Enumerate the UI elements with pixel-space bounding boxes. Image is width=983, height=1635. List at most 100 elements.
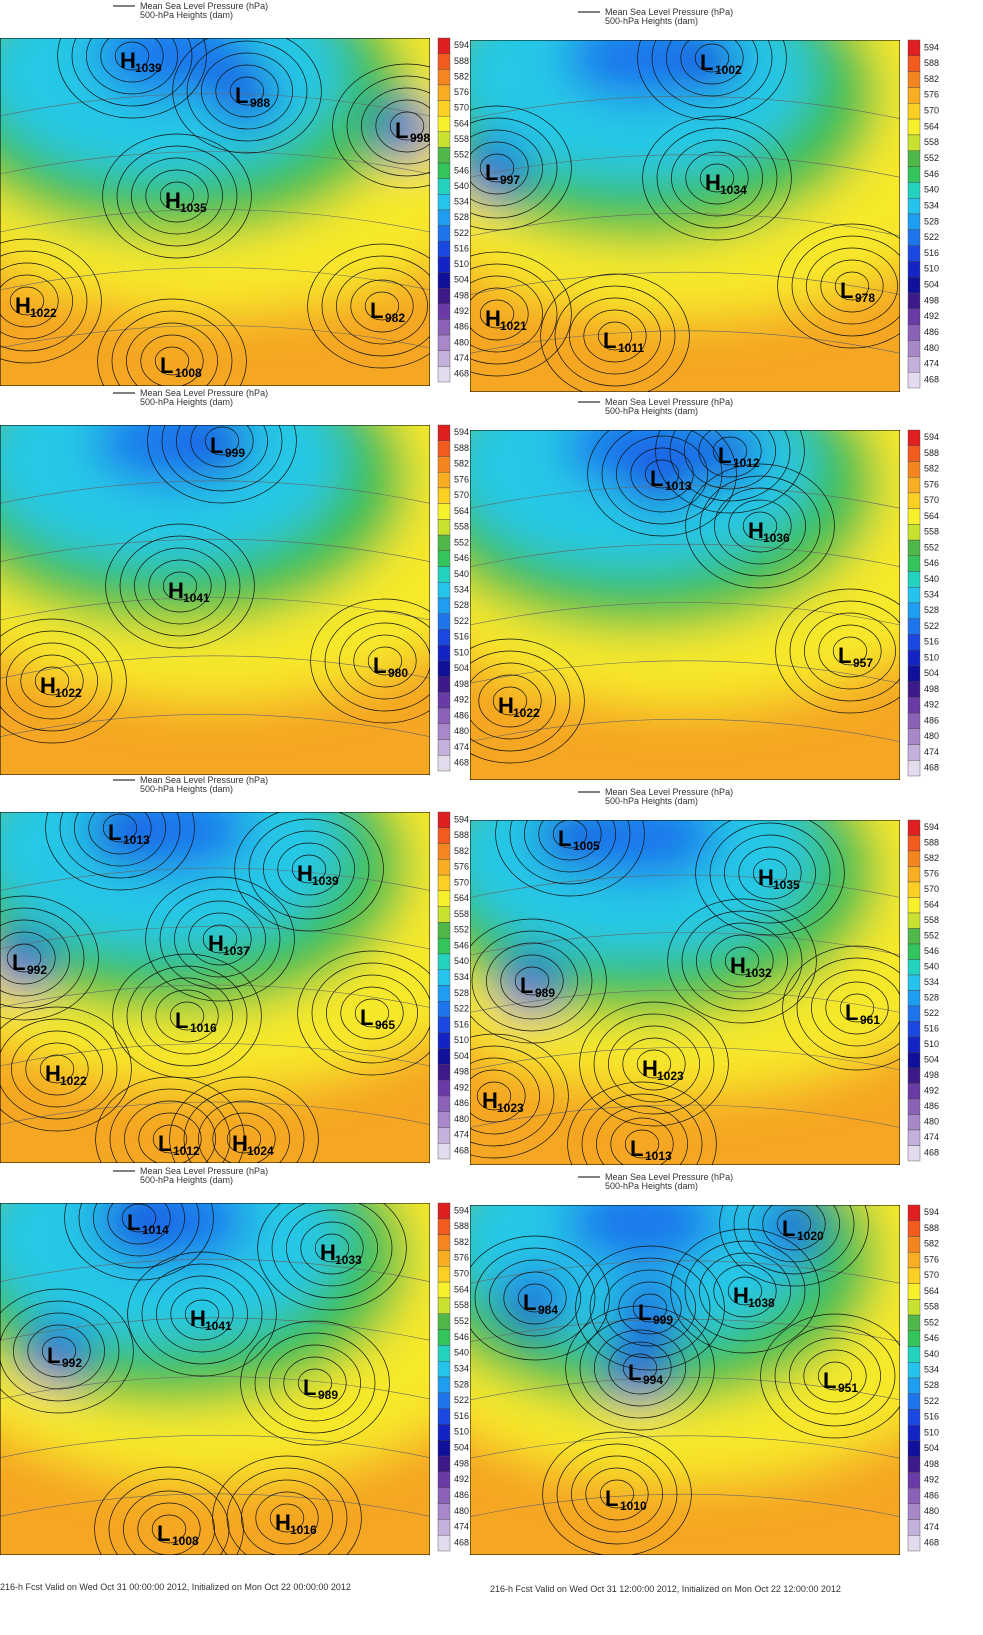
colorbar-cell [908,356,920,372]
colorbar-label: 480 [454,1114,469,1124]
pressure-value: 1008 [172,1534,199,1548]
colorbar-cell [438,1314,450,1330]
colorbar-cell [438,1519,450,1535]
colorbar-cell [438,1250,450,1266]
colorbar-label: 528 [924,216,939,226]
legend-text: 500-hPa Heights (dam) [140,10,233,20]
pressure-letter: L [628,1360,641,1385]
colorbar-cell [908,1347,920,1363]
colorbar-label: 588 [924,448,939,458]
pressure-value: 1013 [645,1149,672,1163]
pressure-value: 1024 [247,1144,274,1158]
colorbar-label: 522 [454,616,469,626]
legend-text: 500-hPa Heights (dam) [140,1175,233,1185]
pressure-value: 1013 [665,479,692,493]
colorbar-label: 474 [454,1522,469,1532]
colorbar-cell [438,69,450,85]
colorbar-label: 594 [454,40,469,50]
colorbar-cell [438,1456,450,1472]
colorbar-label: 564 [454,118,469,128]
colorbar-cell [438,519,450,535]
colorbar-label: 516 [454,1411,469,1421]
colorbar-cell [908,1362,920,1378]
colorbar-label: 534 [454,972,469,982]
legend-text: 500-hPa Heights (dam) [605,796,698,806]
colorbar-cell [438,1235,450,1251]
colorbar-label: 582 [924,74,939,84]
colorbar-label: 546 [454,165,469,175]
pressure-value: 1035 [773,878,800,892]
colorbar-label: 534 [454,585,469,595]
pressure-letter: L [845,1000,858,1025]
colorbar-cell [908,1394,920,1410]
colorbar-cell [438,986,450,1002]
colorbar-cell [908,493,920,509]
colorbar-cell [438,273,450,289]
colorbar-cell [908,975,920,991]
colorbar-label: 570 [454,490,469,500]
pressure-letter: L [370,298,383,323]
colorbar-cell [438,844,450,860]
pressure-value: 1023 [657,1069,684,1083]
colorbar-label: 516 [454,1019,469,1029]
colorbar-label: 594 [924,42,939,52]
pressure-value: 1012 [173,1144,200,1158]
pressure-letter: L [840,278,853,303]
colorbar-cell [908,729,920,745]
field [565,1181,720,1265]
colorbar-label: 492 [924,1086,939,1096]
colorbar-cell [908,246,920,262]
colorbar-label: 570 [454,103,469,113]
colorbar-label: 534 [924,200,939,210]
caption: 216-h Fcst Valid on Wed Oct 31 12:00:00 … [490,1584,841,1594]
pressure-letter: L [395,118,408,143]
colorbar-label: 576 [924,479,939,489]
pressure-value: 980 [388,666,408,680]
colorbar-label: 534 [924,1365,939,1375]
pressure-value: 999 [653,1313,673,1327]
colorbar-cell [908,540,920,556]
pressure-letter: L [175,1008,188,1033]
pressure-letter: H [208,931,224,956]
colorbar-cell [908,509,920,525]
colorbar-label: 582 [454,71,469,81]
colorbar-cell [438,351,450,367]
colorbar-label: 480 [454,726,469,736]
colorbar-label: 558 [924,137,939,147]
colorbar-cell [438,922,450,938]
pressure-value: 1016 [190,1021,217,1035]
colorbar-cell [908,214,920,230]
colorbar-cell [438,859,450,875]
pressure-letter: L [823,1368,836,1393]
pressure-letter: H [730,953,746,978]
colorbar-cell [438,425,450,441]
colorbar-label: 486 [924,715,939,725]
colorbar-cell [438,1472,450,1488]
colorbar-cell [908,56,920,72]
pressure-value: 998 [410,131,430,145]
colorbar-cell [438,1080,450,1096]
colorbar-label: 558 [454,522,469,532]
colorbar-label: 510 [454,259,469,269]
colorbar-label: 510 [454,647,469,657]
colorbar-cell [438,1064,450,1080]
colorbar-cell [438,441,450,457]
colorbar-label: 588 [454,56,469,66]
pressure-value: 1022 [513,706,540,720]
colorbar-cell [908,261,920,277]
colorbar-label: 558 [924,1302,939,1312]
colorbar-cell [908,929,920,945]
colorbar-label: 564 [454,1284,469,1294]
pressure-value: 999 [225,446,245,460]
colorbar-cell [908,1457,920,1473]
colorbar-cell [438,1112,450,1128]
pressure-value: 1016 [290,1523,317,1537]
colorbar-cell [908,103,920,119]
colorbar-label: 576 [454,1253,469,1263]
colorbar-label: 498 [924,1070,939,1080]
colorbar-cell [908,1053,920,1069]
colorbar-label: 564 [454,506,469,516]
colorbar-cell [438,241,450,257]
pressure-value: 1011 [618,341,644,355]
colorbar-cell [908,1425,920,1441]
